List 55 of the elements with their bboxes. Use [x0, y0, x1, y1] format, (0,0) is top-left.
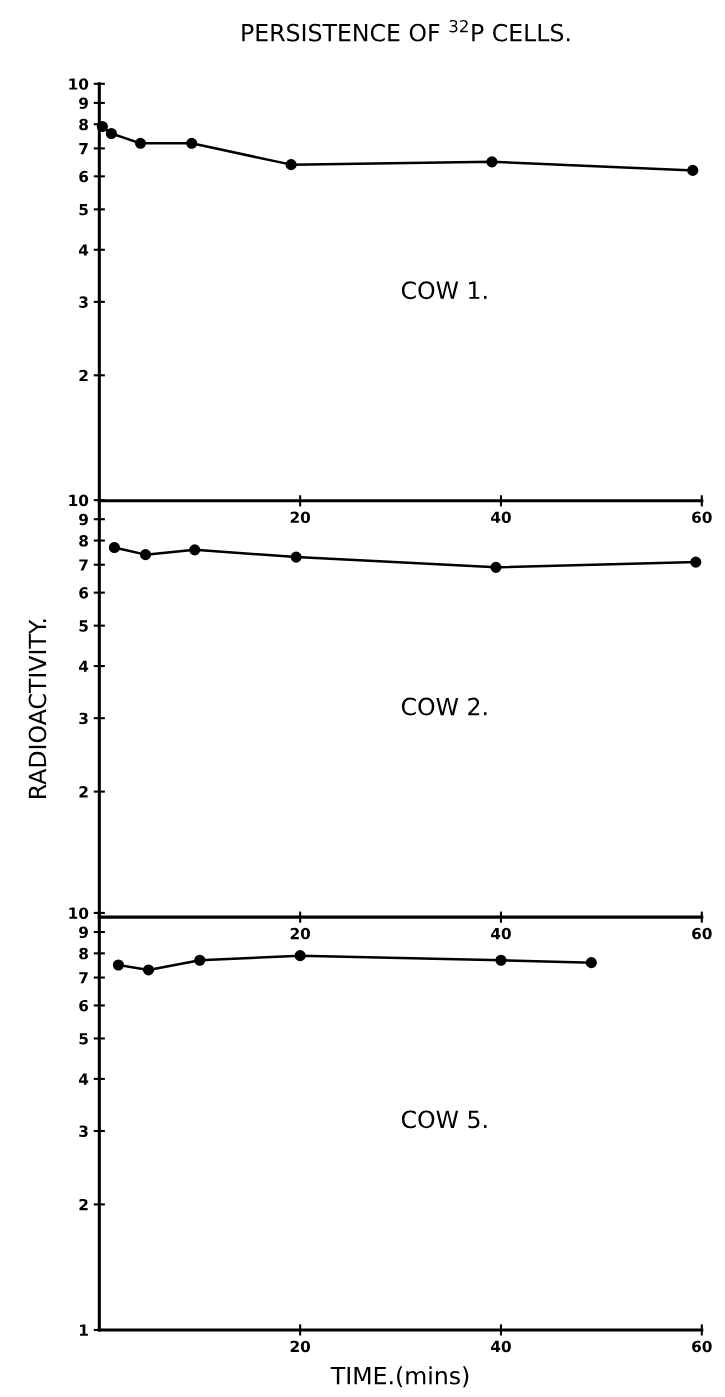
- y-tick-label: 5: [79, 1033, 88, 1045]
- y-tick-label: 10: [69, 494, 89, 507]
- point: [486, 156, 498, 168]
- x-axis-title: TIME.(mins): [330, 1366, 469, 1388]
- y-tick-label: 8: [79, 535, 88, 547]
- x-tick-label: 40: [491, 511, 511, 524]
- chart-title: PERSISTENCE OF $^{32}$P CELLS.: [242, 19, 570, 42]
- annotation: COW 1.: [401, 281, 487, 300]
- x-tick-label: 40: [491, 927, 511, 940]
- y-tick-label: 3: [79, 712, 88, 725]
- annotation: COW 2.: [401, 697, 487, 716]
- y-tick-label: 6: [79, 170, 89, 183]
- point: [285, 159, 297, 171]
- y-tick-label: 9: [79, 97, 88, 109]
- annotation: COW 5.: [401, 1110, 487, 1129]
- y-tick-label: 4: [78, 1073, 89, 1085]
- x-tick-label: 60: [692, 511, 712, 524]
- point: [294, 950, 306, 962]
- x-tick-label: 20: [290, 511, 311, 524]
- y-tick-label: 2: [79, 786, 88, 798]
- y-tick-label: 1: [80, 1324, 88, 1336]
- y-tick-label: 10: [69, 907, 89, 919]
- y-tick-label: 5: [79, 620, 88, 632]
- point: [186, 137, 198, 149]
- y-tick-label: 10: [69, 78, 89, 90]
- y-tick-label: 6: [79, 587, 89, 599]
- y-tick-label: 3: [79, 1125, 88, 1137]
- y-tick-label: 2: [79, 369, 88, 382]
- point: [142, 964, 155, 976]
- point: [105, 127, 117, 140]
- point: [585, 957, 597, 969]
- point: [687, 164, 699, 176]
- y-tick-label: 5: [79, 204, 88, 216]
- y-tick-label: 2: [79, 1198, 88, 1211]
- y-tick-label: 7: [79, 972, 88, 984]
- x-tick-label: 60: [692, 1340, 712, 1353]
- x-tick-label: 20: [290, 1340, 311, 1353]
- y-axis-title: RADIOACTIVITY.: [28, 619, 47, 798]
- y-tick-label: 6: [79, 999, 89, 1012]
- y-tick-label: 4: [78, 244, 89, 256]
- point: [134, 137, 147, 149]
- y-tick-label: 4: [78, 660, 89, 672]
- y-tick-label: 7: [79, 559, 88, 571]
- x-tick-label: 40: [491, 1340, 511, 1353]
- y-tick-label: 9: [79, 926, 88, 939]
- y-tick-label: 3: [79, 296, 88, 308]
- point: [194, 954, 206, 966]
- y-tick-label: 7: [79, 143, 88, 155]
- y-tick-label: 8: [79, 118, 88, 131]
- point: [495, 954, 507, 966]
- x-tick-label: 60: [692, 927, 712, 940]
- point: [112, 959, 124, 971]
- y-tick-label: 8: [79, 947, 88, 960]
- y-tick-label: 9: [79, 513, 88, 526]
- x-tick-label: 20: [290, 927, 311, 940]
